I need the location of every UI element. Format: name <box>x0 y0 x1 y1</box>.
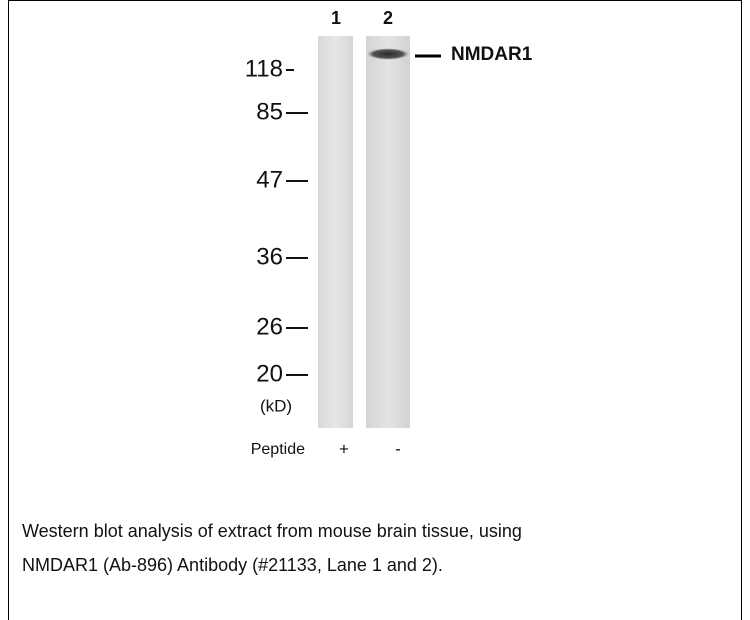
peptide-value: - <box>395 439 401 458</box>
peptide-values: +- <box>339 439 401 458</box>
peptide-label: Peptide <box>251 441 305 458</box>
marker-label: 20 <box>256 360 283 387</box>
marker-label: 85 <box>256 98 283 125</box>
caption-line: NMDAR1 (Ab-896) Antibody (#21133, Lane 1… <box>22 555 443 575</box>
caption-line: Western blot analysis of extract from mo… <box>22 521 522 541</box>
peptide-value: + <box>339 439 349 458</box>
marker-label: 26 <box>256 313 283 340</box>
unit-label: (kD) <box>260 396 292 415</box>
lane-1 <box>318 36 353 428</box>
protein-band <box>366 48 410 60</box>
lane-number: 1 <box>331 8 341 28</box>
marker-label: 47 <box>256 166 283 193</box>
lane-number: 2 <box>383 8 393 28</box>
marker-labels: 118 85 47 36 26 20 <box>245 55 308 387</box>
marker-label: 36 <box>256 243 283 270</box>
band-label: NMDAR1 <box>451 44 533 65</box>
lane-2 <box>366 36 410 428</box>
marker-label: 118 <box>245 55 283 82</box>
figure-panel: NMDAR1 12 1188547362620 (kD) Peptide +- … <box>0 0 750 620</box>
page: NMDAR1 12 1188547362620 (kD) Peptide +- … <box>0 0 750 620</box>
